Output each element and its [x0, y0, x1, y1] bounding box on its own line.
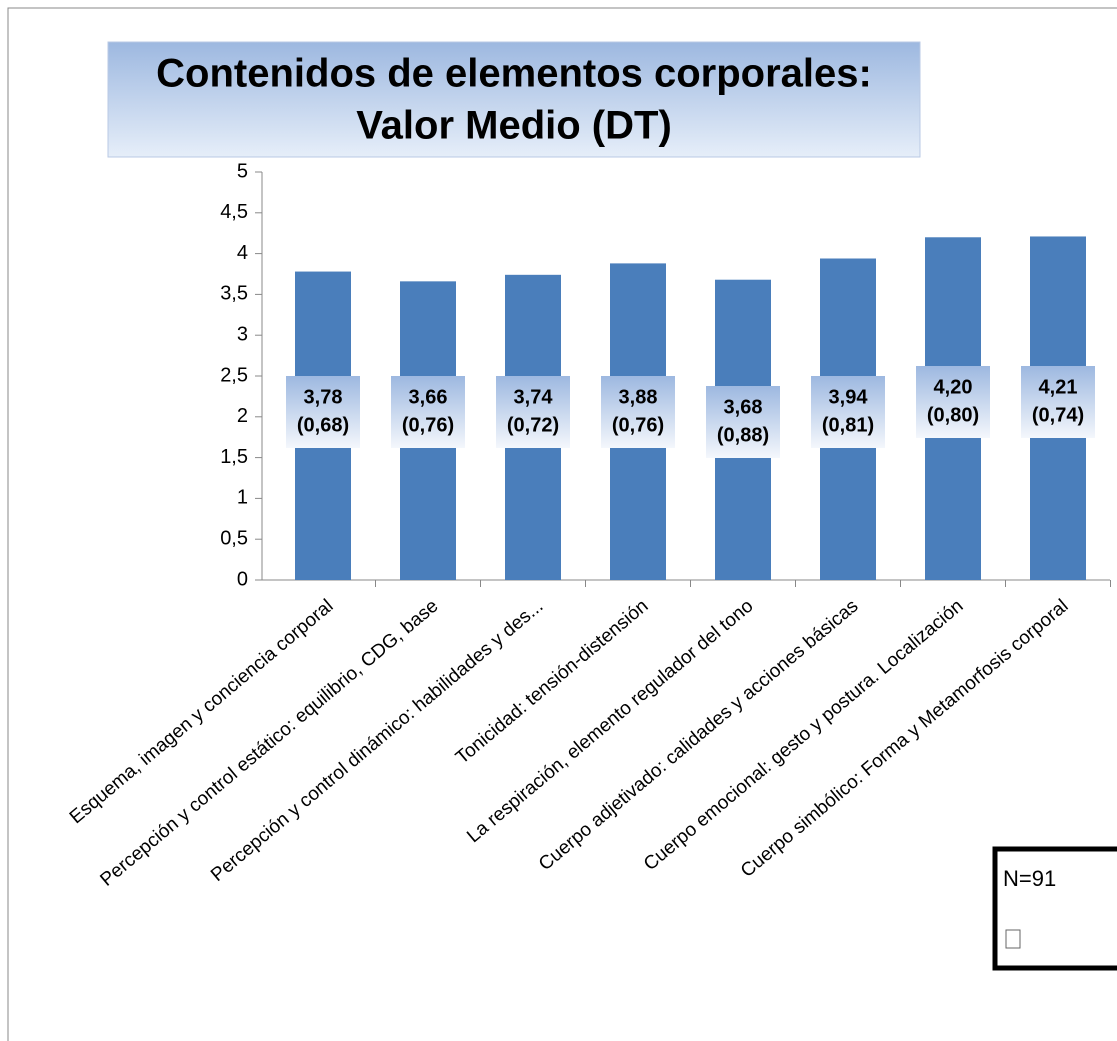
glyph-box — [1005, 929, 1021, 949]
y-tick-label: 1,5 — [220, 446, 248, 468]
data-label-box — [286, 376, 360, 448]
sd-label: (0,76) — [402, 414, 454, 436]
x-tick-label: Tonicidad: tensión-distensión — [452, 596, 652, 769]
y-tick-label: 0,5 — [220, 527, 248, 549]
data-label-box — [496, 376, 570, 448]
data-label-box — [1021, 366, 1095, 438]
sd-label: (0,76) — [612, 414, 664, 436]
data-label-box — [601, 376, 675, 448]
data-label-box — [916, 366, 990, 438]
y-tick-label: 4 — [237, 242, 248, 264]
note: N=91 — [1003, 866, 1056, 891]
sd-label: (0,88) — [717, 424, 769, 446]
y-tick-label: 3 — [237, 323, 248, 345]
chart-title: Valor Medio (DT) — [356, 104, 672, 148]
data-label-box — [811, 376, 885, 448]
data-label-box — [706, 386, 780, 458]
y-tick-label: 1 — [237, 487, 248, 509]
frame — [7, 7, 1117, 1041]
data-label: 4,21 — [1039, 376, 1078, 398]
data-label-box — [391, 376, 465, 448]
sd-label: (0,80) — [927, 404, 979, 426]
y-tick-label: 5 — [237, 160, 248, 182]
data-label: 3,88 — [619, 386, 658, 408]
y-tick-label: 0 — [237, 568, 248, 590]
y-tick-label: 3,5 — [220, 283, 248, 305]
data-label: 3,68 — [724, 396, 763, 418]
data-label: 3,78 — [304, 386, 343, 408]
data-label: 3,74 — [514, 386, 554, 408]
chart-title: Contenidos de elementos corporales: — [156, 52, 872, 96]
data-label: 3,94 — [829, 386, 869, 408]
y-tick-label: 2 — [237, 405, 248, 427]
title-box — [107, 41, 921, 158]
y-tick-label: 4,5 — [220, 201, 248, 223]
data-label: 4,20 — [934, 376, 973, 398]
sd-label: (0,74) — [1032, 404, 1084, 426]
sd-label: (0,72) — [507, 414, 559, 436]
sd-label: (0,81) — [822, 414, 874, 436]
y-tick-label: 2,5 — [220, 364, 248, 386]
sd-label: (0,68) — [297, 414, 349, 436]
data-label: 3,66 — [409, 386, 448, 408]
